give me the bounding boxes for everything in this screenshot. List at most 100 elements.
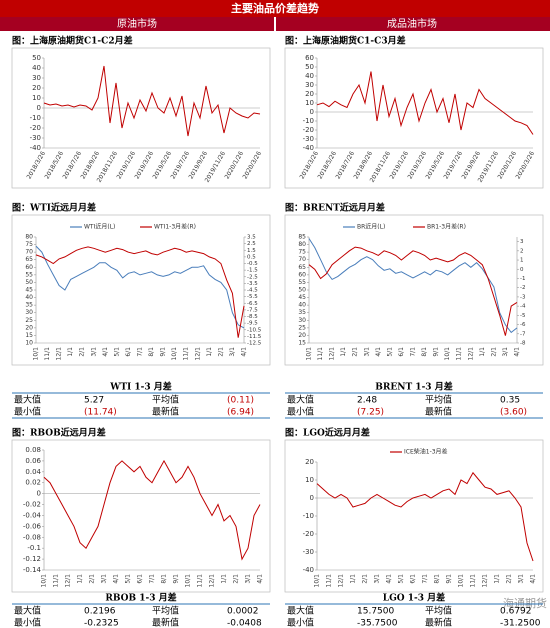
chart-title: 图：上海原油期货C1-C2月差 [12,35,133,47]
y-tick-label: 40 [305,72,314,80]
y2-tick-label: 3.5 [247,235,256,241]
chart-frame [284,214,544,366]
header-cell [276,17,550,31]
y-tick-label: 50 [298,287,306,294]
chart-frame [11,214,271,366]
y-tick-label: 45 [298,294,306,301]
table-cell: 15.7500 [357,607,394,617]
table-cell: (0.11) [227,396,254,406]
y-tick-label: 10 [25,340,33,347]
y-tick-label: -10 [303,117,314,125]
table-cell: -31.2500 [500,619,541,628]
y-tick-label: -30 [303,135,314,143]
watermark: 海通期货 [503,596,547,610]
y-tick-label: 0.02 [25,479,41,487]
table-title: BRENT 1-3 月差 [375,381,452,393]
x-tick-label: 8/1 [161,574,168,584]
y-tick-label: 20 [305,458,314,466]
y-tick-label: 35 [25,302,33,309]
x-tick-label: 12/1 [65,574,72,588]
x-tick-label: 11/1 [470,574,477,588]
table-cell: 最小值 [14,617,41,628]
x-tick-label: 11/1 [44,347,51,361]
x-tick-label: 1/1 [67,347,74,357]
chart-title: 图：上海原油期货C1-C3月差 [285,35,406,47]
y-tick-label: 80 [25,234,33,241]
y2-tick-label: 0.5 [247,254,256,260]
table-cell: 最大值 [287,394,314,406]
legend-label: ICE柴油1-3月差 [404,448,448,456]
y-tick-label: 0 [37,104,41,112]
y2-tick-label: -2 [520,285,525,291]
x-tick-label: 8/1 [421,347,428,357]
x-tick-label: 5/1 [398,574,405,584]
y-tick-label: 80 [298,241,306,248]
y-tick-label: 20 [305,90,314,98]
y2-tick-label: 0 [520,267,524,273]
x-tick-label: 12/1 [209,574,216,588]
series-line [308,246,518,336]
y2-tick-label: -5.5 [247,294,258,300]
x-tick-label: 3/1 [229,347,236,357]
x-tick-label: 3/1 [245,574,252,584]
y2-tick-label: 3 [520,239,524,245]
y2-tick-label: -8 [520,341,526,347]
y2-tick-label: -4.5 [247,288,258,294]
y2-tick-label: -3 [520,294,526,300]
x-tick-label: 11/1 [53,574,60,588]
legend-label: WTI1-3月差(R) [154,223,196,231]
y-tick-label: -0.04 [23,511,42,519]
y2-tick-label: -1.5 [247,268,258,274]
y-tick-label: 25 [25,317,33,324]
y-tick-label: 85 [298,234,306,241]
x-tick-label: 2/1 [506,574,513,584]
y-tick-label: 0 [37,490,41,498]
y-tick-label: 0 [310,108,314,116]
x-tick-label: 1/1 [206,347,213,357]
section-label: 成品油市场 [387,17,437,30]
table-cell: 0.35 [500,396,520,406]
y2-tick-label: -12.5 [247,341,262,347]
x-tick-label: 10/1 [41,574,48,588]
y2-tick-label: -11.5 [247,334,262,340]
x-tick-label: 4/1 [102,347,109,357]
x-tick-label: 2/1 [490,347,497,357]
x-tick-label: 10/1 [444,347,451,361]
x-tick-label: 2/1 [89,574,96,584]
header-cell [0,17,274,31]
x-tick-label: 1/1 [494,574,501,584]
x-tick-label: 3/1 [101,574,108,584]
x-tick-label: 12/1 [467,347,474,361]
x-tick-label: 4/1 [113,574,120,584]
x-tick-label: 4/1 [257,574,264,584]
x-tick-label: 10/1 [171,347,178,361]
y-tick-label: 20 [32,84,41,92]
y2-tick-label: -10.5 [247,327,262,333]
y-tick-label: 75 [25,241,33,248]
x-tick-label: 6/1 [398,347,405,357]
x-tick-label: 11/1 [183,347,190,361]
y-tick-label: 50 [32,54,41,62]
y-tick-label: 40 [298,302,306,309]
y-tick-label: 70 [25,249,33,256]
x-tick-label: 9/1 [433,347,440,357]
y2-tick-label: 2.5 [247,241,256,247]
table-cell: 0.0002 [227,607,259,617]
chart-frame [11,439,271,593]
x-tick-label: 3/1 [374,574,381,584]
x-tick-label: 7/1 [137,347,144,357]
x-tick-label: 12/1 [194,347,201,361]
chart-title: 图：RBOB近远月月差 [12,427,106,439]
y2-tick-label: -5 [520,313,526,319]
y-tick-label: 30 [32,74,41,82]
x-tick-label: 12/1 [338,574,345,588]
y-tick-label: 15 [298,340,306,347]
x-tick-label: 9/1 [173,574,180,584]
x-tick-label: 10/1 [314,574,321,588]
x-tick-label: 10/1 [185,574,192,588]
y-tick-label: 20 [298,332,306,339]
x-tick-label: 11/1 [317,347,324,361]
section-label: 原油市场 [117,17,157,30]
